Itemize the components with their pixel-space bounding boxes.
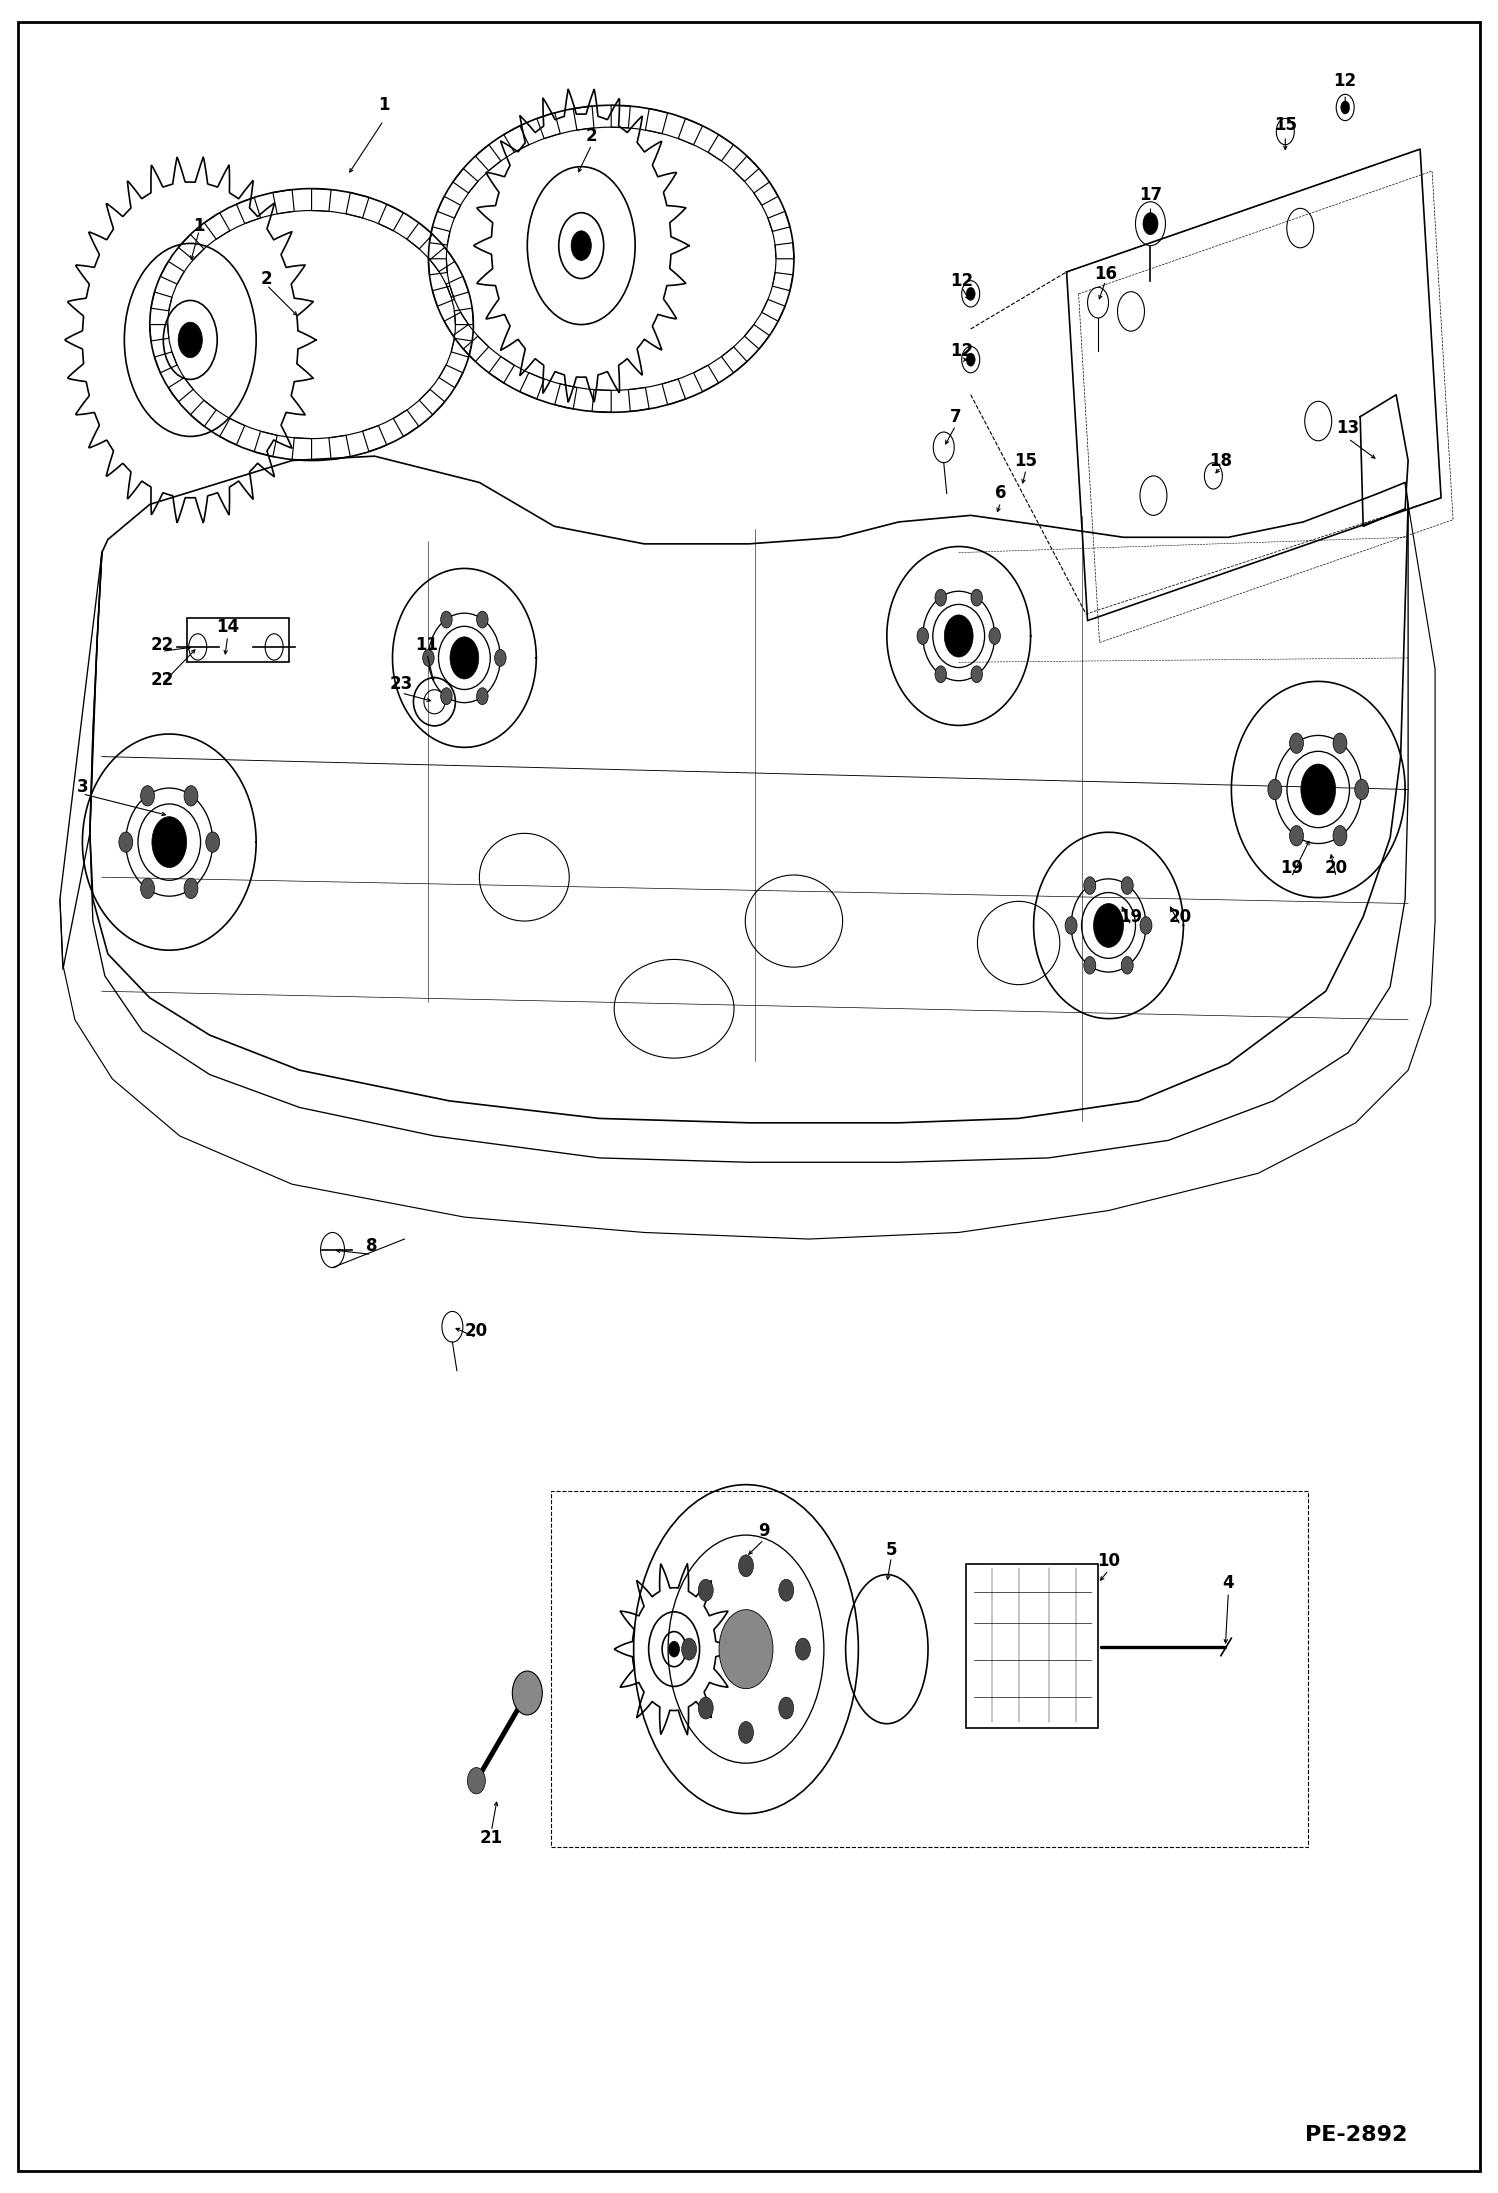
Text: 20: 20 bbox=[1168, 908, 1192, 925]
Text: 12: 12 bbox=[1333, 72, 1357, 90]
Circle shape bbox=[440, 689, 452, 704]
Circle shape bbox=[1333, 825, 1347, 846]
Circle shape bbox=[739, 1722, 753, 1743]
Text: 22: 22 bbox=[150, 636, 174, 654]
Circle shape bbox=[935, 667, 947, 682]
Text: 21: 21 bbox=[479, 1829, 503, 1847]
Text: 7: 7 bbox=[950, 408, 962, 425]
Circle shape bbox=[971, 667, 983, 682]
Circle shape bbox=[739, 1555, 753, 1577]
Text: 8: 8 bbox=[366, 1237, 377, 1254]
Circle shape bbox=[966, 287, 975, 300]
Text: 17: 17 bbox=[1138, 186, 1162, 204]
Text: 22: 22 bbox=[150, 671, 174, 689]
Circle shape bbox=[1140, 917, 1152, 934]
Circle shape bbox=[422, 649, 434, 667]
Circle shape bbox=[966, 353, 975, 366]
Text: 20: 20 bbox=[1324, 860, 1348, 877]
Text: 12: 12 bbox=[950, 342, 974, 360]
Bar bbox=[966, 1564, 1098, 1728]
Circle shape bbox=[989, 627, 1001, 645]
Text: 11: 11 bbox=[415, 636, 439, 654]
Text: 3: 3 bbox=[76, 779, 88, 796]
Circle shape bbox=[1143, 213, 1158, 235]
Text: 1: 1 bbox=[193, 217, 205, 235]
Circle shape bbox=[779, 1697, 794, 1719]
Circle shape bbox=[795, 1638, 810, 1660]
Circle shape bbox=[118, 831, 133, 853]
Text: 20: 20 bbox=[464, 1322, 488, 1340]
Circle shape bbox=[494, 649, 506, 667]
Circle shape bbox=[1121, 877, 1132, 895]
Circle shape bbox=[1290, 825, 1303, 846]
Circle shape bbox=[1267, 779, 1282, 800]
Bar bbox=[187, 618, 289, 662]
Text: 9: 9 bbox=[758, 1522, 770, 1539]
Circle shape bbox=[467, 1768, 485, 1794]
Circle shape bbox=[184, 785, 198, 807]
Text: 12: 12 bbox=[950, 272, 974, 289]
Circle shape bbox=[184, 877, 198, 899]
Circle shape bbox=[178, 322, 202, 357]
Text: 19: 19 bbox=[1119, 908, 1143, 925]
Text: 4: 4 bbox=[1222, 1575, 1234, 1592]
Circle shape bbox=[440, 612, 452, 627]
Circle shape bbox=[141, 877, 154, 899]
Circle shape bbox=[698, 1697, 713, 1719]
Circle shape bbox=[779, 1579, 794, 1601]
Circle shape bbox=[1341, 101, 1350, 114]
Bar bbox=[551, 1491, 1308, 1847]
Text: 13: 13 bbox=[1336, 419, 1360, 436]
Circle shape bbox=[698, 1579, 713, 1601]
Circle shape bbox=[1083, 877, 1097, 895]
Circle shape bbox=[205, 831, 220, 853]
Text: 10: 10 bbox=[1097, 1553, 1121, 1570]
Circle shape bbox=[719, 1610, 773, 1689]
Text: 18: 18 bbox=[1209, 452, 1233, 469]
Text: 19: 19 bbox=[1279, 860, 1303, 877]
Circle shape bbox=[141, 785, 154, 807]
Circle shape bbox=[1300, 763, 1336, 816]
Circle shape bbox=[1354, 779, 1369, 800]
Circle shape bbox=[1290, 732, 1303, 754]
Circle shape bbox=[935, 590, 947, 605]
Circle shape bbox=[512, 1671, 542, 1715]
Circle shape bbox=[1083, 956, 1097, 974]
Text: 5: 5 bbox=[885, 1542, 897, 1559]
Text: 14: 14 bbox=[216, 618, 240, 636]
Text: 15: 15 bbox=[1014, 452, 1038, 469]
Circle shape bbox=[1333, 732, 1347, 754]
Circle shape bbox=[1094, 904, 1124, 947]
Text: 1: 1 bbox=[377, 96, 389, 114]
Circle shape bbox=[682, 1638, 697, 1660]
Text: PE-2892: PE-2892 bbox=[1305, 2125, 1407, 2145]
Circle shape bbox=[476, 689, 488, 704]
Circle shape bbox=[668, 1640, 680, 1658]
Circle shape bbox=[971, 590, 983, 605]
Text: 2: 2 bbox=[586, 127, 598, 145]
Circle shape bbox=[917, 627, 929, 645]
Circle shape bbox=[1065, 917, 1077, 934]
Text: 15: 15 bbox=[1273, 116, 1297, 134]
Text: 23: 23 bbox=[389, 675, 413, 693]
Circle shape bbox=[449, 636, 479, 680]
Circle shape bbox=[571, 230, 592, 261]
Circle shape bbox=[1121, 956, 1132, 974]
Text: 6: 6 bbox=[995, 485, 1007, 502]
Text: 2: 2 bbox=[261, 270, 273, 287]
Circle shape bbox=[944, 614, 974, 658]
Text: 16: 16 bbox=[1094, 265, 1118, 283]
Circle shape bbox=[476, 612, 488, 627]
Circle shape bbox=[151, 816, 187, 868]
